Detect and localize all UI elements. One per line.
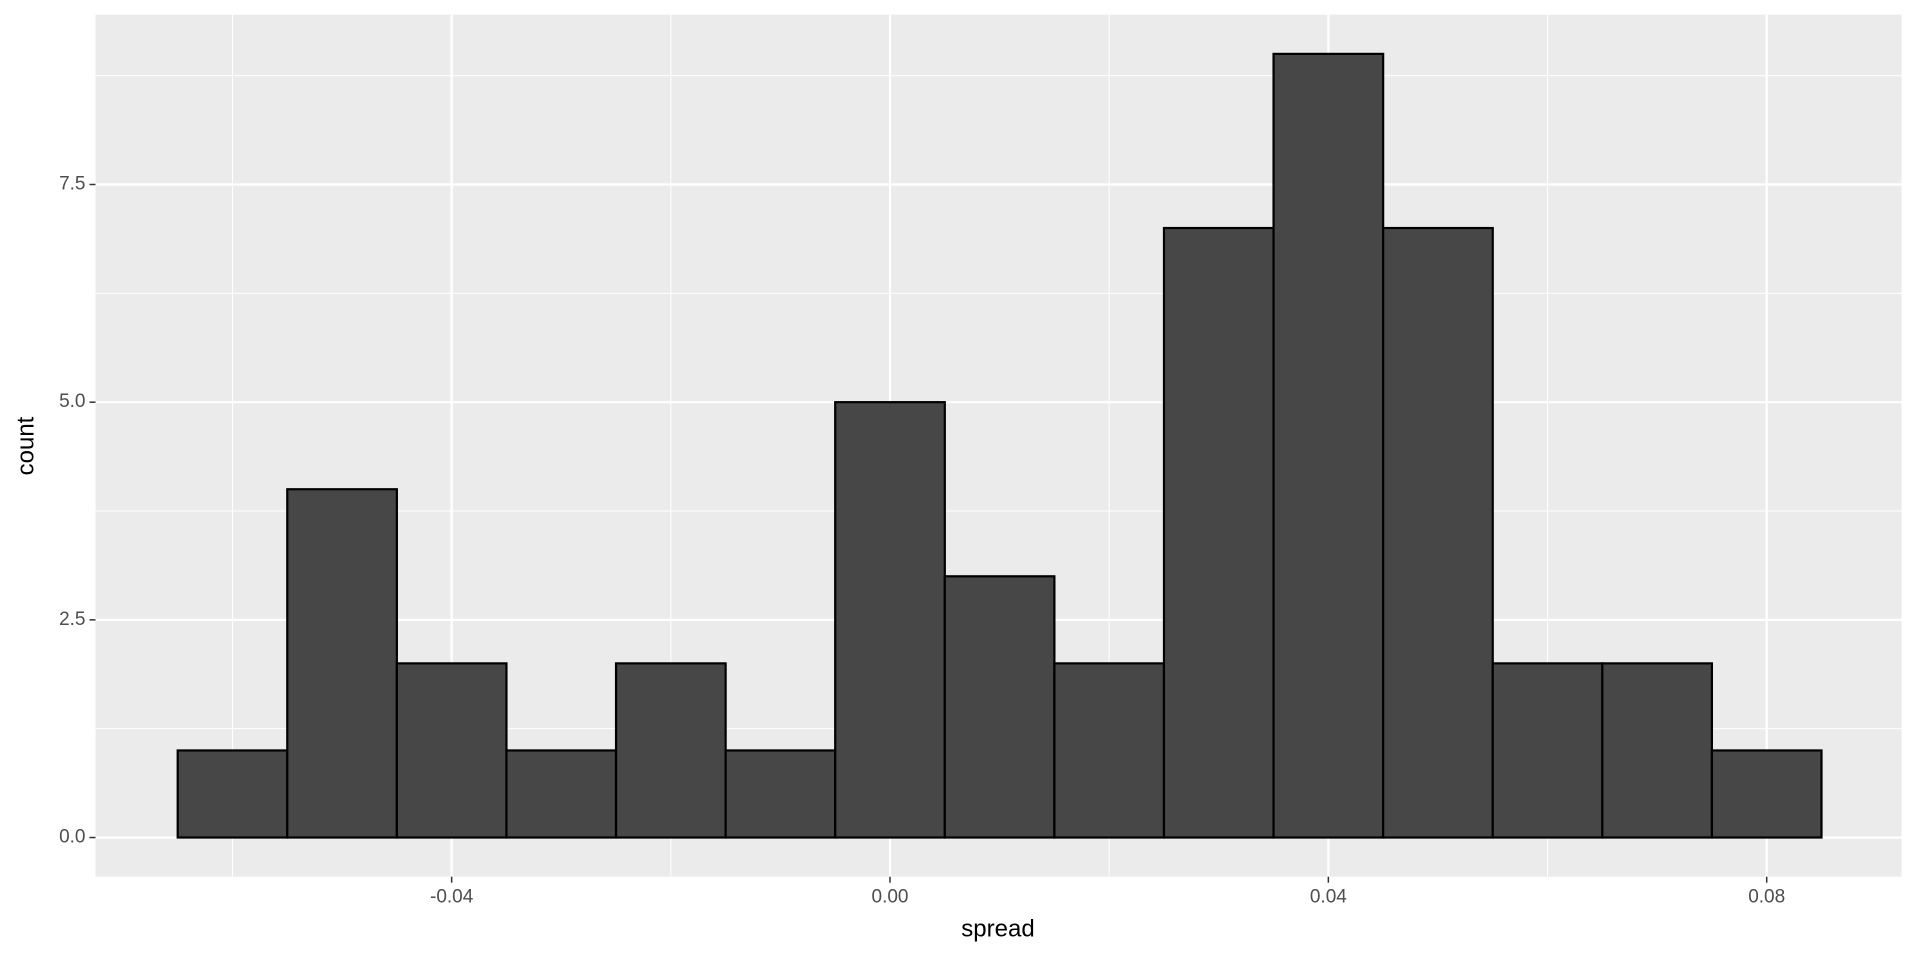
- x-tick-label: 0.00: [872, 887, 909, 908]
- bar: [1053, 662, 1166, 839]
- bar: [1162, 226, 1275, 839]
- bar: [614, 662, 727, 839]
- bar: [1272, 52, 1385, 839]
- x-tick-label: 0.04: [1310, 887, 1347, 908]
- x-axis-title: spread: [961, 915, 1034, 942]
- bar: [505, 749, 618, 839]
- bar: [1382, 226, 1494, 839]
- bar: [724, 749, 837, 839]
- bar: [176, 749, 289, 839]
- bar: [943, 575, 1056, 839]
- bar: [1601, 662, 1714, 839]
- x-tick-label: -0.04: [430, 887, 474, 908]
- y-tick-label: 5.0: [59, 391, 85, 412]
- bar: [395, 662, 508, 839]
- y-tick-label: 2.5: [59, 609, 85, 630]
- bar: [834, 401, 946, 839]
- y-tick-label: 0.0: [59, 827, 85, 848]
- bar: [1491, 662, 1604, 839]
- y-axis-title: count: [12, 416, 39, 475]
- bar: [286, 488, 398, 839]
- y-tick-label: 7.5: [59, 174, 85, 195]
- bar: [1710, 749, 1823, 839]
- x-tick-label: 0.08: [1748, 887, 1785, 908]
